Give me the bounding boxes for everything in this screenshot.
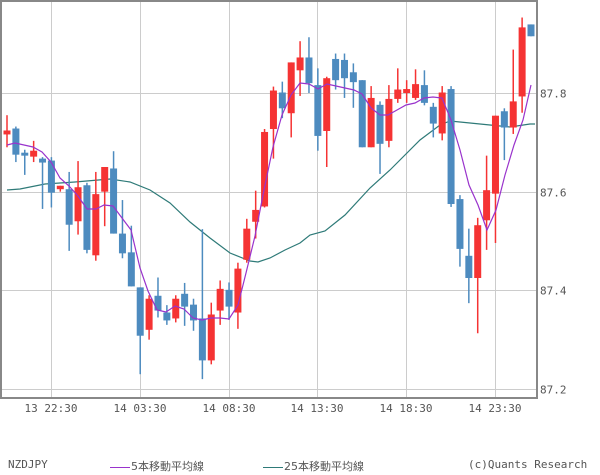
candle-down (118, 233, 126, 254)
candle-up (30, 150, 38, 157)
candle-up (207, 314, 215, 361)
y-tick-label: 87.8 (540, 88, 567, 101)
x-tick-label: 14 08:30 (203, 402, 256, 415)
candle-down (527, 24, 535, 37)
candle-down (465, 255, 473, 278)
candle-up (509, 101, 517, 128)
candle-up (385, 98, 393, 141)
candle-down (136, 287, 144, 336)
ma25-line (6, 120, 535, 263)
candle-up (394, 89, 402, 99)
candle-up (145, 298, 153, 330)
candle-down (181, 293, 189, 307)
candle-down (456, 199, 464, 249)
x-tick-label: 14 03:30 (114, 402, 167, 415)
candle-up (101, 167, 109, 192)
candle-up (92, 194, 100, 256)
candle-down (21, 152, 29, 156)
candle-down (83, 185, 91, 250)
candle-up (261, 131, 269, 207)
candle-down (278, 92, 286, 109)
candle-down (420, 85, 428, 103)
candle-down (39, 158, 47, 163)
plot-border (0, 0, 538, 399)
candle-up (216, 288, 224, 311)
candle-up (287, 62, 295, 114)
candle-down (349, 72, 357, 83)
candle-up (403, 89, 411, 93)
candle-down (127, 252, 135, 287)
legend-ma25: 25本移動平均線 (263, 458, 364, 474)
candle-up (438, 92, 446, 134)
candle-up (367, 97, 375, 148)
x-tick-label: 14 18:30 (380, 402, 433, 415)
ma25-polyline (6, 120, 535, 263)
candle-down (447, 89, 455, 204)
candle-down (225, 289, 233, 307)
y-tick-label: 87.2 (540, 384, 567, 397)
x-axis: 13 22:30 14 03:30 14 08:30 14 13:30 14 18:30… (25, 402, 522, 415)
candle-down (314, 85, 322, 136)
candle-down (332, 58, 340, 81)
candle-up (491, 115, 499, 194)
candle-down (429, 106, 437, 124)
candle-up (412, 84, 420, 98)
candle-up (296, 57, 304, 71)
candle-up (518, 27, 526, 97)
candle-up (252, 209, 260, 222)
candle-down (65, 189, 73, 225)
candle-up (483, 190, 491, 221)
candles (3, 17, 535, 380)
candle-up (74, 187, 82, 222)
candle-up (474, 225, 482, 278)
candle-down (12, 128, 20, 155)
candle-up (269, 90, 277, 130)
x-tick-label: 13 22:30 (25, 402, 78, 415)
candle-down (154, 295, 162, 311)
candle-down (110, 168, 118, 234)
y-tick-label: 87.6 (540, 187, 567, 200)
y-axis: 87.2 87.4 87.6 87.8 (540, 88, 567, 397)
candle-down (305, 57, 313, 84)
ma25-legend-label: 25本移動平均線 (284, 460, 364, 473)
x-tick-label: 14 23:30 (469, 402, 522, 415)
candle-up (243, 228, 251, 260)
ma5-legend-label: 5本移動平均線 (131, 460, 204, 473)
candle-down (163, 312, 171, 321)
candle-up (3, 130, 11, 135)
candle-down (47, 160, 55, 193)
ma5-polyline (6, 82, 532, 321)
candle-down (340, 59, 348, 79)
candle-down (198, 318, 206, 361)
legend-symbol: NZDJPY (8, 458, 48, 471)
legend-credit: (c)Quants Research (468, 458, 588, 471)
candle-down (190, 304, 198, 321)
candle-down (376, 104, 384, 144)
ma5-line (6, 82, 532, 321)
candle-up (323, 78, 331, 131)
legend-ma5: 5本移動平均線 (110, 458, 204, 474)
candle-up (234, 268, 242, 313)
x-tick-label: 14 13:30 (291, 402, 344, 415)
y-tick-label: 87.4 (540, 285, 567, 298)
candle-up (172, 298, 180, 319)
ma25-legend-swatch (263, 466, 283, 468)
candle-down (358, 80, 366, 148)
candle-down (500, 111, 508, 128)
candle-up (56, 185, 64, 190)
ma5-legend-swatch (110, 466, 130, 468)
